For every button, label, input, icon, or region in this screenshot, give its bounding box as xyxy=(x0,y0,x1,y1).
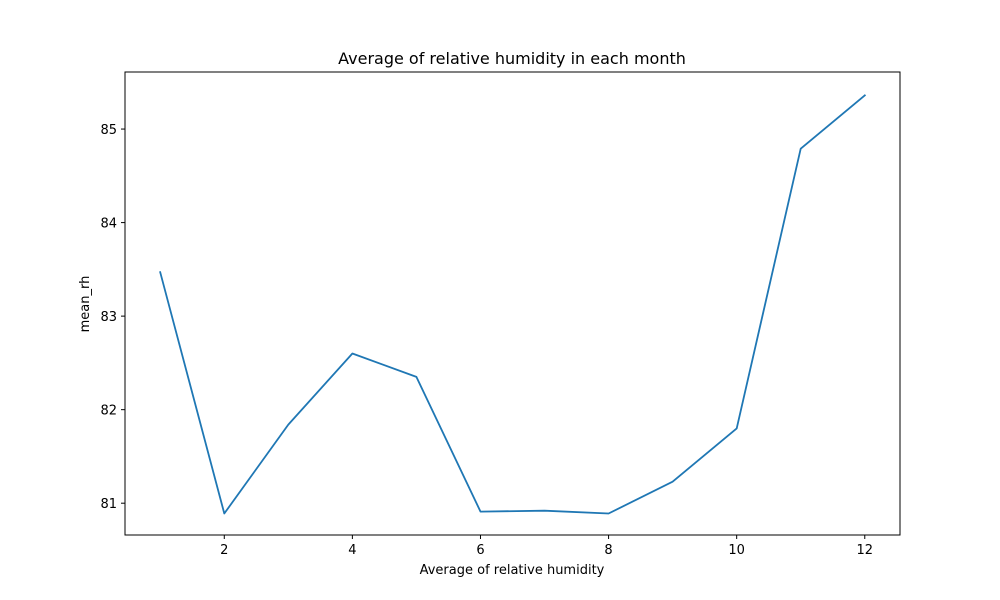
y-axis-label: mean_rh xyxy=(78,276,93,333)
y-tick-label: 82 xyxy=(100,404,117,419)
series-line-0 xyxy=(159,94,867,515)
x-tick-label: 4 xyxy=(348,543,356,558)
plot-area: 2 4 6 8 10 12 81 82 83 84 85 xyxy=(100,71,901,558)
x-tick-label: 8 xyxy=(604,543,612,558)
x-tick-label: 12 xyxy=(856,543,873,558)
y-tick-label: 84 xyxy=(100,217,117,232)
y-tick-label: 81 xyxy=(100,497,117,512)
chart-title: Average of relative humidity in each mon… xyxy=(338,49,686,68)
x-axis-label: Average of relative humidity xyxy=(420,563,605,578)
x-tick-label: 6 xyxy=(476,543,484,558)
plot-frame xyxy=(124,71,901,536)
y-tick-label: 83 xyxy=(100,310,117,325)
x-tick-label: 10 xyxy=(728,543,745,558)
x-tick-label: 2 xyxy=(220,543,228,558)
y-tick-label: 85 xyxy=(100,123,117,138)
